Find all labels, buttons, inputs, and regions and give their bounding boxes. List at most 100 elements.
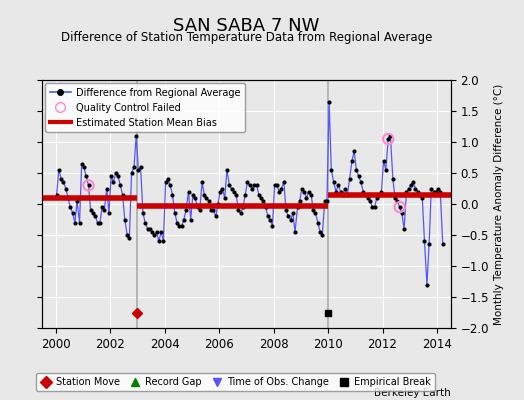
Point: [402, 188, 411, 195]
Point: [316, 229, 324, 235]
Point: [268, 222, 277, 229]
Point: [343, 192, 352, 198]
Point: [155, 238, 163, 244]
Point: [386, 133, 395, 139]
Point: [171, 210, 179, 216]
Point: [325, 98, 333, 105]
Point: [418, 195, 427, 201]
Point: [334, 182, 343, 189]
Point: [230, 188, 238, 195]
Point: [272, 182, 281, 189]
Point: [245, 182, 254, 189]
Point: [311, 210, 320, 216]
Point: [64, 195, 72, 201]
Point: [425, 241, 433, 248]
Point: [396, 204, 404, 210]
Point: [300, 188, 308, 195]
Point: [127, 170, 136, 176]
Text: Difference of Station Temperature Data from Regional Average: Difference of Station Temperature Data f…: [61, 32, 432, 44]
Point: [195, 207, 204, 214]
Point: [82, 173, 90, 179]
Point: [98, 204, 106, 210]
Point: [345, 176, 354, 182]
Point: [350, 148, 358, 154]
Point: [221, 195, 229, 201]
Point: [377, 188, 386, 195]
Point: [296, 198, 304, 204]
Point: [384, 136, 392, 142]
Point: [75, 219, 84, 226]
Point: [91, 213, 100, 220]
Point: [266, 216, 275, 223]
Point: [330, 179, 338, 186]
Point: [105, 210, 113, 216]
Point: [123, 232, 132, 238]
Point: [139, 210, 147, 216]
Point: [339, 192, 347, 198]
Point: [264, 213, 272, 220]
Point: [318, 232, 326, 238]
Point: [205, 198, 213, 204]
Point: [144, 226, 152, 232]
Point: [184, 188, 193, 195]
Point: [416, 192, 424, 198]
Point: [168, 192, 177, 198]
Point: [198, 179, 206, 186]
Point: [182, 207, 190, 214]
Point: [393, 198, 401, 204]
Point: [287, 216, 295, 223]
Point: [289, 210, 297, 216]
Point: [130, 164, 138, 170]
Point: [302, 195, 311, 201]
Point: [248, 185, 256, 192]
Point: [112, 170, 120, 176]
Point: [152, 229, 161, 235]
Point: [66, 204, 74, 210]
Point: [439, 241, 447, 248]
Point: [96, 219, 104, 226]
Point: [391, 195, 399, 201]
Point: [396, 204, 404, 210]
Point: [413, 188, 422, 195]
Point: [407, 182, 415, 189]
Point: [193, 204, 202, 210]
Point: [189, 192, 197, 198]
Point: [241, 192, 249, 198]
Point: [259, 198, 268, 204]
Point: [132, 133, 140, 139]
Point: [121, 216, 129, 223]
Point: [373, 195, 381, 201]
Point: [293, 204, 302, 210]
Point: [180, 216, 188, 223]
Point: [207, 207, 215, 214]
Point: [78, 160, 86, 167]
Point: [52, 192, 61, 198]
Point: [381, 167, 390, 173]
Point: [107, 173, 115, 179]
Point: [243, 179, 252, 186]
Point: [73, 198, 81, 204]
Point: [166, 182, 174, 189]
Point: [173, 219, 181, 226]
Point: [84, 182, 93, 189]
Point: [314, 219, 322, 226]
Point: [150, 232, 159, 238]
Point: [141, 219, 149, 226]
Point: [327, 167, 335, 173]
Point: [114, 173, 122, 179]
Point: [200, 192, 209, 198]
Text: Berkeley Earth: Berkeley Earth: [374, 388, 451, 398]
Point: [146, 226, 154, 232]
Point: [427, 185, 435, 192]
Point: [125, 235, 134, 241]
Point: [69, 210, 77, 216]
Point: [227, 185, 236, 192]
Point: [89, 210, 97, 216]
Point: [57, 176, 66, 182]
Point: [236, 210, 245, 216]
Point: [223, 167, 231, 173]
Point: [216, 188, 224, 195]
Point: [321, 198, 329, 204]
Point: [157, 229, 166, 235]
Point: [118, 192, 127, 198]
